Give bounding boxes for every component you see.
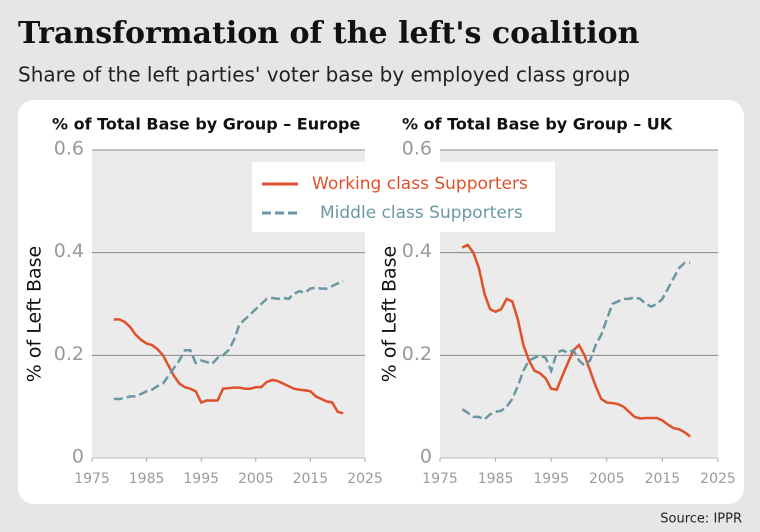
legend-label: Middle class Supporters [320,203,523,223]
x-tick-label: 2025 [347,471,383,487]
x-tick-label: 1995 [533,471,569,487]
y-tick-label: 0.2 [54,343,84,365]
x-tick-label: 1985 [129,471,165,487]
y-tick-label: 0.4 [54,240,84,262]
series-line [113,279,344,401]
series-line [113,318,344,415]
y-tick-label: 0 [420,446,432,468]
x-tick-label: 1975 [74,471,110,487]
y-axis-label: % of Left Base [379,246,401,383]
y-tick-label: 0 [72,446,84,468]
chart-title: % of Total Base by Group – UK [402,115,673,134]
x-tick-label: 1985 [478,471,514,487]
x-tick-label: 2005 [589,471,625,487]
page-title: Transformation of the left's coalition [18,16,640,51]
source: Source: IPPR [660,512,742,527]
x-tick-label: 1995 [183,471,219,487]
x-tick-label: 2005 [238,471,274,487]
y-tick-label: 0.2 [402,343,432,365]
series-line [461,261,691,421]
x-tick-label: 1975 [422,471,458,487]
y-tick-label: 0.6 [402,138,432,160]
x-tick-label: 2015 [293,471,329,487]
series-line [461,243,691,438]
x-tick-label: 2025 [700,471,736,487]
chart-title: % of Total Base by Group – Europe [52,115,360,134]
y-tick-label: 0.4 [402,240,432,262]
legend-box [252,162,555,232]
legend-label: Working class Supporters [312,174,528,194]
page-subtitle: Share of the left parties' voter base by… [18,63,630,87]
x-tick-label: 2015 [645,471,681,487]
y-axis-label: % of Left Base [24,246,46,383]
y-tick-label: 0.6 [54,138,84,160]
